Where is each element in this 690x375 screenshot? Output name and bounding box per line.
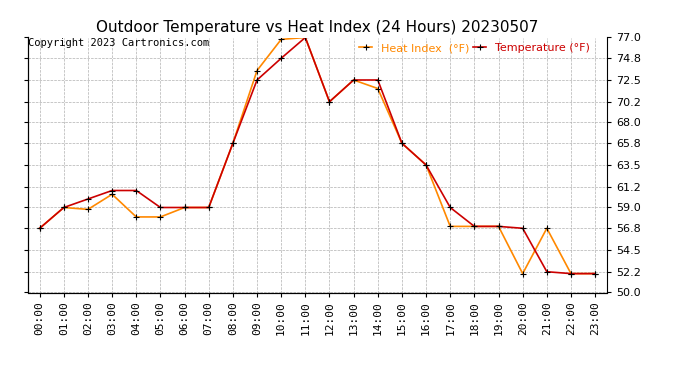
Temperature (°F): [132, 188, 141, 193]
Heat Index  (°F): [277, 37, 286, 42]
Heat Index  (°F): [59, 205, 68, 210]
Temperature (°F): [519, 226, 527, 231]
Heat Index  (°F): [494, 224, 502, 229]
Heat Index  (°F): [84, 207, 92, 212]
Temperature (°F): [326, 99, 334, 104]
Heat Index  (°F): [204, 205, 213, 210]
Heat Index  (°F): [156, 215, 165, 219]
Temperature (°F): [542, 270, 551, 274]
Heat Index  (°F): [446, 224, 454, 229]
Heat Index  (°F): [591, 272, 599, 276]
Heat Index  (°F): [397, 141, 406, 146]
Temperature (°F): [349, 78, 357, 82]
Temperature (°F): [59, 205, 68, 210]
Heat Index  (°F): [180, 205, 188, 210]
Heat Index  (°F): [132, 215, 141, 219]
Temperature (°F): [422, 163, 431, 167]
Temperature (°F): [301, 35, 309, 40]
Heat Index  (°F): [301, 35, 309, 40]
Temperature (°F): [591, 272, 599, 276]
Heat Index  (°F): [519, 272, 527, 276]
Heat Index  (°F): [253, 68, 261, 73]
Temperature (°F): [253, 78, 261, 82]
Text: Copyright 2023 Cartronics.com: Copyright 2023 Cartronics.com: [28, 38, 209, 48]
Heat Index  (°F): [542, 226, 551, 231]
Line: Heat Index  (°F): Heat Index (°F): [36, 34, 599, 277]
Temperature (°F): [277, 56, 286, 60]
Temperature (°F): [108, 188, 116, 193]
Temperature (°F): [566, 272, 575, 276]
Temperature (°F): [494, 224, 502, 229]
Temperature (°F): [204, 205, 213, 210]
Temperature (°F): [374, 78, 382, 82]
Heat Index  (°F): [374, 86, 382, 91]
Temperature (°F): [156, 205, 165, 210]
Heat Index  (°F): [471, 224, 479, 229]
Heat Index  (°F): [36, 226, 44, 231]
Temperature (°F): [84, 197, 92, 201]
Temperature (°F): [180, 205, 188, 210]
Temperature (°F): [36, 226, 44, 231]
Line: Temperature (°F): Temperature (°F): [36, 34, 599, 277]
Heat Index  (°F): [349, 78, 357, 82]
Temperature (°F): [229, 141, 237, 146]
Title: Outdoor Temperature vs Heat Index (24 Hours) 20230507: Outdoor Temperature vs Heat Index (24 Ho…: [96, 20, 539, 35]
Heat Index  (°F): [108, 192, 116, 196]
Heat Index  (°F): [326, 99, 334, 104]
Heat Index  (°F): [422, 163, 431, 167]
Legend: Heat Index  (°F), Temperature (°F): Heat Index (°F), Temperature (°F): [359, 43, 590, 53]
Temperature (°F): [446, 205, 454, 210]
Temperature (°F): [471, 224, 479, 229]
Heat Index  (°F): [229, 141, 237, 146]
Temperature (°F): [397, 141, 406, 146]
Heat Index  (°F): [566, 272, 575, 276]
